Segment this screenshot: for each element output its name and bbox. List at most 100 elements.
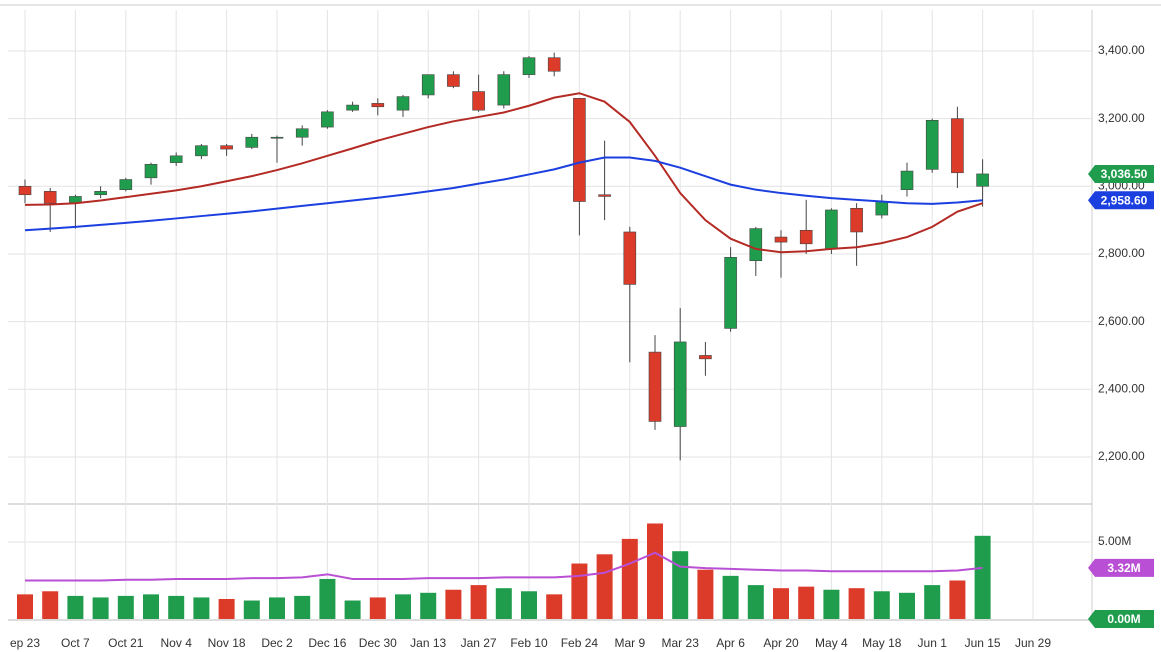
- volume-bar: [243, 600, 260, 619]
- badge: [1088, 164, 1154, 183]
- volume-bar: [319, 578, 336, 619]
- badge: [1088, 558, 1154, 577]
- volume-bar: [697, 569, 714, 619]
- candle-body: [573, 98, 586, 202]
- volume-bar: [495, 588, 512, 619]
- volume-bar: [17, 594, 33, 619]
- volume-bar: [42, 591, 59, 619]
- volume-bar: [848, 588, 865, 619]
- volume-bar: [722, 575, 739, 619]
- volume-bar: [823, 589, 840, 619]
- candle-body: [976, 173, 989, 187]
- x-tick-label: Apr 20: [763, 636, 799, 650]
- candle-body: [648, 351, 662, 422]
- volume-bar: [369, 597, 386, 619]
- volume-bar: [546, 594, 563, 619]
- y-tick-label: 5.00M: [1098, 534, 1131, 548]
- candle-body: [421, 74, 435, 96]
- volume-bar: [621, 538, 638, 619]
- candle-body: [371, 103, 385, 108]
- volume-bar: [470, 585, 487, 619]
- candle-body: [295, 128, 309, 138]
- volume-bar: [67, 595, 84, 619]
- x-tick-label: Oct 7: [61, 636, 90, 650]
- candle-body: [900, 170, 914, 190]
- volume-bar: [672, 551, 689, 619]
- candle-body: [673, 341, 687, 427]
- volume-bar: [521, 591, 537, 619]
- volume-bar: [143, 594, 159, 619]
- badge-label: 0.00M: [1107, 612, 1140, 626]
- volume-bar: [168, 595, 185, 619]
- x-tick-label: Feb 10: [510, 636, 548, 650]
- candle-body: [699, 355, 712, 360]
- volume-bar: [647, 523, 663, 619]
- candle-body: [547, 57, 561, 72]
- x-tick-label: Jun 15: [965, 636, 1001, 650]
- moving-average: [24, 92, 983, 254]
- volume-average: [25, 551, 983, 582]
- volume-bar: [344, 600, 361, 619]
- x-tick-label: Oct 21: [108, 636, 144, 650]
- candle-body: [94, 191, 107, 196]
- y-tick-label: 2,600.00: [1098, 314, 1145, 328]
- volume-bar: [117, 595, 134, 619]
- volume-bar: [269, 597, 285, 619]
- y-tick-label: 3,200.00: [1098, 111, 1145, 125]
- x-tick-label: May 4: [815, 636, 848, 650]
- candle-body: [522, 57, 536, 75]
- candle-body: [144, 163, 158, 179]
- volume-bar: [873, 591, 890, 619]
- badge-label: 2,958.60: [1101, 193, 1148, 207]
- x-tick-label: Jun 29: [1015, 636, 1051, 650]
- candle-body: [951, 118, 964, 174]
- volume-bar: [773, 588, 789, 619]
- x-tick-label: Dec 2: [261, 636, 293, 650]
- y-tick-label: 3,400.00: [1098, 43, 1145, 57]
- candle-body: [195, 145, 208, 157]
- volume-bar: [571, 563, 588, 619]
- y-tick-label: 2,800.00: [1098, 246, 1145, 260]
- candle-body: [270, 136, 284, 139]
- candle-body: [447, 74, 460, 87]
- candle-body: [472, 91, 485, 111]
- candle-body: [825, 209, 838, 250]
- candle-body: [850, 207, 863, 233]
- y-tick-label: 2,400.00: [1098, 381, 1145, 395]
- candle-body: [774, 236, 788, 243]
- x-tick-label: Jan 27: [461, 636, 497, 650]
- candle-body: [925, 120, 939, 170]
- x-tick-label: Nov 4: [161, 636, 193, 650]
- volume-bar: [596, 554, 613, 619]
- x-tick-label: Nov 18: [208, 636, 246, 650]
- volume-bar: [899, 592, 915, 619]
- candle-body: [169, 155, 183, 163]
- volume-bar: [218, 598, 235, 619]
- volume-bar: [949, 580, 966, 619]
- x-tick-label: Dec 16: [308, 636, 346, 650]
- x-tick-label: May 18: [862, 636, 902, 650]
- moving-average: [24, 156, 983, 232]
- x-tick-label: Mar 23: [662, 636, 700, 650]
- x-tick-label: Feb 24: [561, 636, 599, 650]
- candle-body: [119, 179, 133, 190]
- volume-bar: [294, 595, 311, 619]
- volume-bar: [420, 592, 437, 619]
- volume-bar: [92, 597, 109, 619]
- volume-bar: [974, 535, 991, 619]
- x-tick-label: Jun 1: [918, 636, 948, 650]
- candle-body: [724, 257, 737, 329]
- volume-bar: [747, 585, 764, 619]
- volume-bar: [193, 597, 210, 619]
- candle-body: [346, 104, 359, 111]
- y-tick-label: 2,200.00: [1098, 449, 1145, 463]
- candle-body: [220, 145, 233, 150]
- x-tick-label: ep 23: [10, 636, 40, 650]
- candle-body: [321, 111, 334, 128]
- badge-label: 3.32M: [1107, 561, 1140, 575]
- candle-body: [43, 191, 57, 204]
- volume-bar: [445, 589, 462, 619]
- volume-bar: [395, 594, 411, 619]
